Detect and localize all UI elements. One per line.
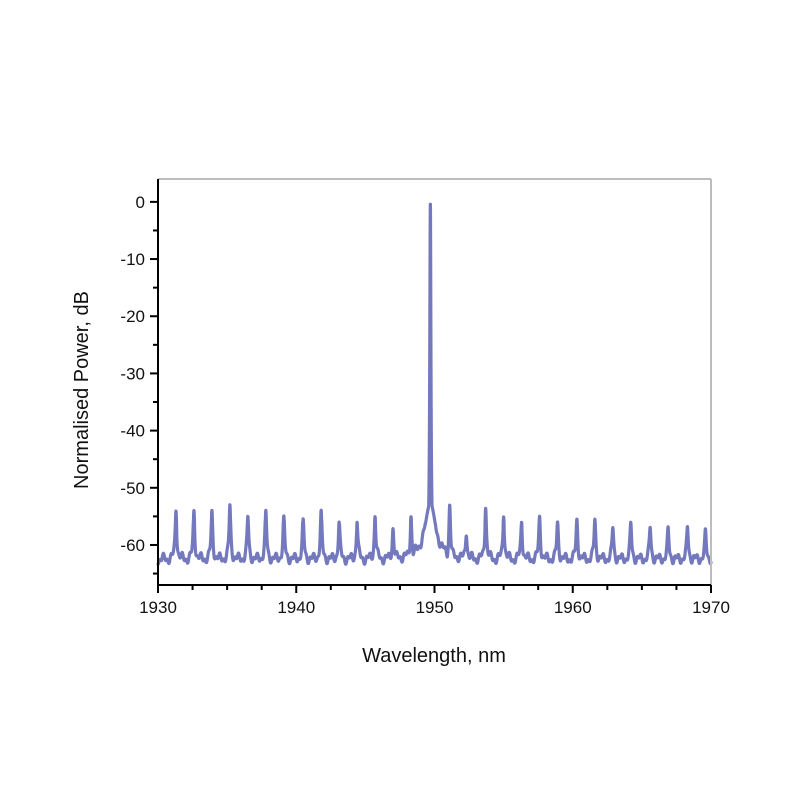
y-tick-label: -20: [120, 307, 145, 326]
x-axis-title: Wavelength, nm: [362, 645, 506, 667]
y-tick-label: 0: [136, 193, 145, 212]
x-tick-label: 1950: [416, 598, 454, 617]
y-tick-label: -30: [120, 364, 145, 383]
y-tick-label: -10: [120, 250, 145, 269]
y-tick-label: -40: [120, 422, 145, 441]
y-tick-label: -50: [120, 479, 145, 498]
y-axis-title: Normalised Power, dB: [71, 291, 93, 489]
spectrum-line: [156, 202, 713, 566]
x-tick-label: 1960: [554, 598, 592, 617]
x-tick-label: 1970: [692, 598, 730, 617]
side-peak-point: [465, 529, 468, 532]
y-tick-label: -60: [120, 536, 145, 555]
x-tick-label: 1940: [277, 598, 315, 617]
x-tick-label: 1930: [139, 598, 177, 617]
